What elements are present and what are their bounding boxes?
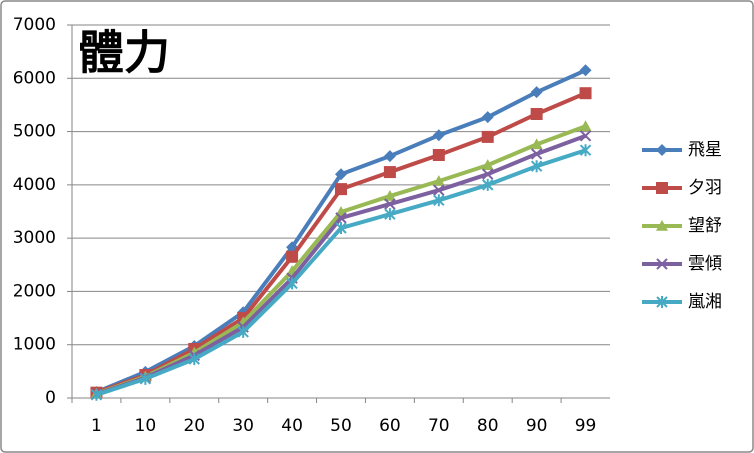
x-tick-label: 30 bbox=[232, 416, 254, 436]
legend-label: 夕羽 bbox=[688, 178, 722, 198]
marker bbox=[432, 175, 445, 186]
marker bbox=[286, 277, 298, 290]
x-tick-label: 99 bbox=[575, 416, 597, 436]
marker bbox=[481, 111, 494, 124]
marker bbox=[481, 159, 494, 170]
marker bbox=[383, 166, 396, 179]
marker bbox=[481, 130, 494, 143]
y-tick-label: 7000 bbox=[13, 15, 56, 35]
marker bbox=[237, 325, 249, 338]
marker bbox=[383, 150, 396, 163]
y-tick-label: 0 bbox=[45, 388, 56, 408]
marker bbox=[432, 129, 445, 142]
marker bbox=[384, 198, 396, 210]
y-tick-label: 1000 bbox=[13, 335, 56, 355]
marker bbox=[656, 144, 668, 156]
y-tick-label: 5000 bbox=[13, 122, 56, 142]
marker bbox=[656, 220, 668, 231]
marker bbox=[579, 87, 592, 100]
marker bbox=[579, 144, 592, 157]
legend-label: 嵐湘 bbox=[688, 292, 722, 312]
x-tick-label: 70 bbox=[428, 416, 450, 436]
marker bbox=[656, 258, 668, 270]
x-tick-label: 1 bbox=[91, 416, 102, 436]
x-tick-label: 60 bbox=[379, 416, 401, 436]
marker bbox=[335, 212, 347, 224]
marker bbox=[335, 222, 347, 235]
x-tick-label: 20 bbox=[183, 416, 205, 436]
x-tick-label: 90 bbox=[526, 416, 548, 436]
marker bbox=[383, 190, 396, 201]
x-tick-label: 50 bbox=[330, 416, 352, 436]
legend-label: 望舒 bbox=[688, 216, 722, 236]
marker bbox=[482, 178, 494, 191]
marker bbox=[139, 372, 152, 385]
legend-label: 飛星 bbox=[688, 140, 722, 160]
y-tick-label: 3000 bbox=[13, 228, 56, 248]
marker bbox=[335, 183, 347, 196]
marker bbox=[90, 388, 103, 401]
chart-title: 體力 bbox=[78, 26, 170, 80]
marker bbox=[286, 250, 299, 263]
marker bbox=[579, 64, 592, 77]
x-tick-label: 40 bbox=[281, 416, 303, 436]
marker bbox=[579, 130, 592, 142]
marker bbox=[335, 168, 347, 181]
marker bbox=[530, 107, 543, 120]
x-tick-label: 80 bbox=[477, 416, 499, 436]
marker bbox=[530, 138, 543, 150]
marker bbox=[530, 160, 543, 173]
marker bbox=[432, 149, 445, 162]
marker bbox=[433, 194, 445, 207]
legend-label: 雲傾 bbox=[688, 254, 722, 274]
marker bbox=[433, 184, 445, 196]
marker bbox=[188, 353, 200, 366]
y-tick-label: 4000 bbox=[13, 175, 56, 195]
marker bbox=[579, 120, 592, 132]
marker bbox=[656, 182, 668, 194]
y-tick-label: 2000 bbox=[13, 281, 56, 301]
y-tick-label: 6000 bbox=[13, 68, 56, 88]
marker bbox=[530, 148, 543, 160]
marker bbox=[656, 296, 668, 308]
marker bbox=[530, 86, 543, 99]
marker bbox=[384, 208, 396, 221]
x-tick-label: 10 bbox=[135, 416, 157, 436]
marker bbox=[482, 168, 494, 180]
